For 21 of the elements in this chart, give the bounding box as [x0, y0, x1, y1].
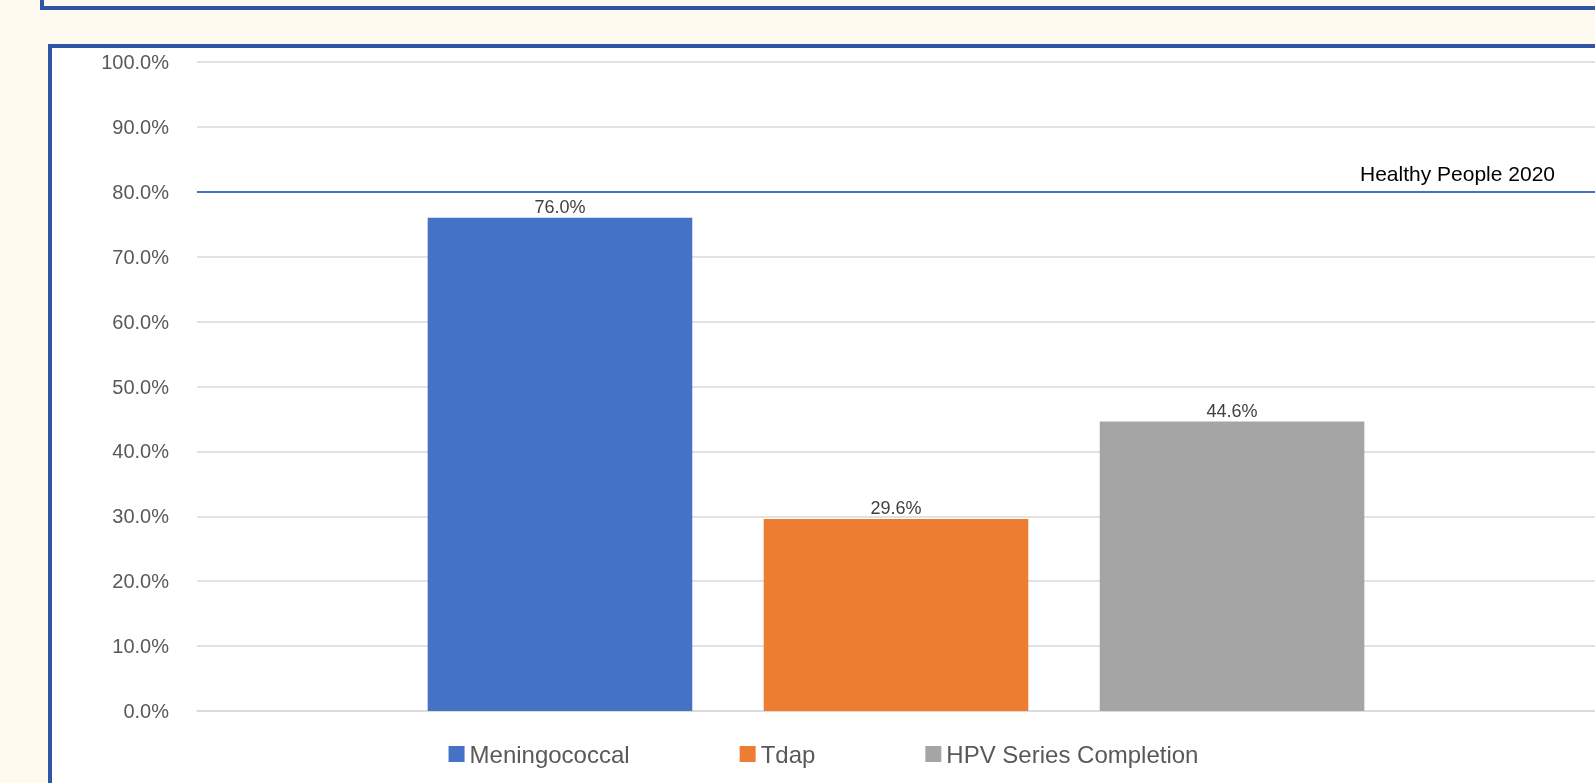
data-label: 76.0% — [534, 196, 586, 217]
y-tick-label: 0.0% — [123, 700, 170, 722]
bar — [1099, 421, 1365, 711]
y-tick-label: 50.0% — [112, 375, 170, 398]
data-label: 29.6% — [870, 497, 922, 518]
y-tick-label: 100.0% — [101, 51, 170, 73]
y-tick-label: 20.0% — [112, 570, 170, 593]
bar — [763, 518, 1029, 711]
y-tick-label: 80.0% — [112, 180, 170, 203]
legend-label: HPV Series Completion — [946, 740, 1199, 768]
legend-label: Meningococcal — [469, 740, 630, 768]
y-tick-label: 40.0% — [112, 440, 170, 463]
y-tick-label: 90.0% — [112, 115, 170, 138]
ref-line-label: Healthy People 2020 — [1360, 161, 1555, 185]
y-tick-label: 30.0% — [112, 505, 170, 528]
bar — [427, 217, 693, 711]
y-tick-label: 70.0% — [112, 245, 170, 268]
y-tick-label: 60.0% — [112, 310, 170, 333]
data-label: 44.6% — [1206, 400, 1258, 421]
y-tick-label: 10.0% — [112, 635, 170, 658]
legend-label: Tdap — [760, 740, 816, 768]
